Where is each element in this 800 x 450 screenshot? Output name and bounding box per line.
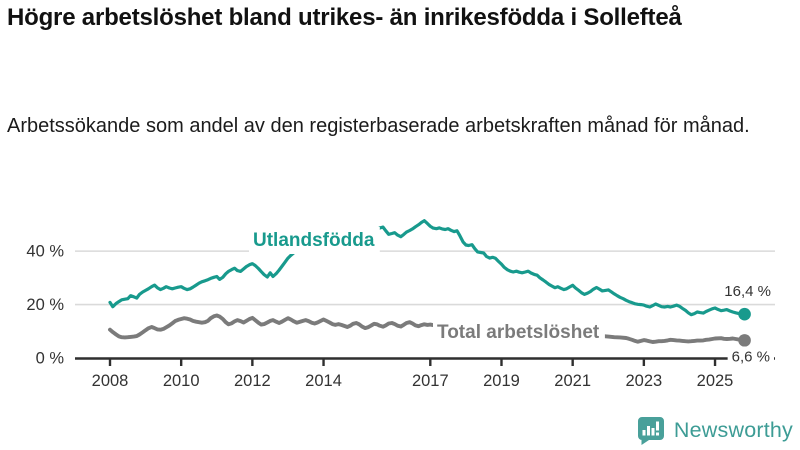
series-label-halo	[249, 227, 380, 254]
series-end-value: 16,4 %	[724, 283, 771, 300]
newsworthy-icon	[637, 417, 664, 445]
page-title: Högre arbetslöshet bland utrikes- än inr…	[7, 4, 682, 31]
y-axis-label: 20 %	[26, 296, 64, 314]
x-axis-label: 2019	[483, 372, 520, 390]
series-line-utlandsfodda	[108, 219, 747, 317]
x-axis-label: 2021	[554, 372, 591, 390]
newsworthy-logo: Newsworthy	[637, 414, 793, 447]
newsworthy-wordmark: Newsworthy	[673, 418, 793, 442]
chart-header: Högre arbetslöshet bland utrikes- än inr…	[7, 2, 787, 34]
series-label: Total arbetslöshet	[437, 322, 600, 343]
series-label-halo	[433, 319, 605, 346]
x-axis-label: 2014	[305, 372, 342, 390]
series-end-dot	[738, 307, 751, 321]
x-axis-label: 2010	[163, 372, 200, 390]
x-axis-label: 2012	[234, 372, 271, 390]
x-axis-label: 2017	[412, 372, 449, 390]
y-axis-label: 40 %	[26, 243, 64, 261]
series-line-total	[108, 313, 747, 344]
series-label: Utlandsfödda	[253, 230, 375, 251]
series-end-value: 6,6 %	[732, 349, 770, 366]
x-axis-label: 2023	[625, 372, 662, 390]
chart-subtitle: Arbetssökande som andel av den registerb…	[7, 115, 750, 137]
y-axis-label: 0 %	[36, 350, 65, 368]
end-value-halo	[727, 346, 774, 368]
x-axis-label: 2025	[697, 372, 734, 390]
x-axis-label: 2008	[92, 372, 129, 390]
series-end-dot	[738, 334, 751, 347]
